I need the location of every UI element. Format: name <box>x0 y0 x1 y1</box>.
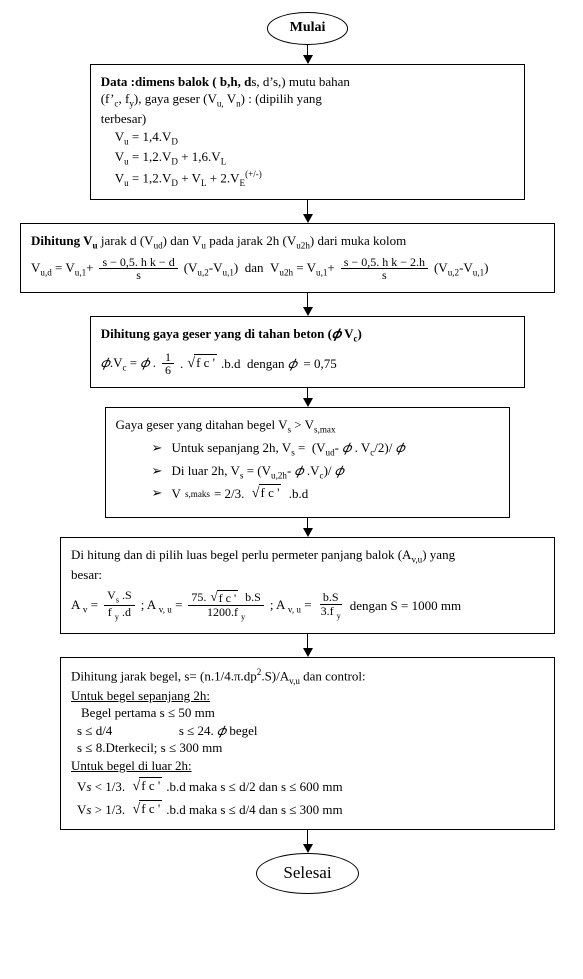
box-vud: Dihitung Vu jarak d (Vud) dan Vu pada ja… <box>20 223 555 293</box>
box1-l3: terbesar) <box>101 110 515 128</box>
box1-bold: Data :dimens balok ( b,h, d <box>101 74 252 89</box>
terminal-end: Selesai <box>256 853 358 894</box>
box6-title: Dihitung jarak begel, s= (n.1/4.π.dp2.S)… <box>71 666 544 687</box>
arrow <box>303 388 313 407</box>
box4-title: Gaya geser yang ditahan begel Vs > Vs,ma… <box>116 416 500 436</box>
terminal-start: Mulai <box>267 12 349 45</box>
box1-eq3: Vu = 1,2.VD + VL + 2.VE(+/-) <box>101 168 515 189</box>
box6-h1: Untuk begel sepanjang 2h: <box>71 687 544 705</box>
box4-item2: ➢ Di luar 2h, Vs = (Vu,2h- 𝜙 .Vc)/ 𝜙 <box>116 462 500 482</box>
box6-h2: Untuk begel di luar 2h: <box>71 757 544 775</box>
box5-t1: Di hitung dan di pilih luas begel perlu … <box>71 546 544 566</box>
box2-eq: Vu,d = Vu,1+ s − 0,5. h k − d s (Vu,2-Vu… <box>31 256 544 282</box>
box-spacing: Dihitung jarak begel, s= (n.1/4.π.dp2.S)… <box>60 657 555 831</box>
box6-l5: Vs > 1/3. f c ' .b.d maka s ≤ d/4 dan s … <box>71 800 544 819</box>
box-data: Data :dimens balok ( b,h, ds, d’s,) mutu… <box>90 64 526 200</box>
box-phi-vc: Dihitung gaya geser yang di tahan beton … <box>90 316 526 388</box>
box1-eq1: Vu = 1,4.VD <box>101 128 515 148</box>
box6-l2: s ≤ d/4 s ≤ 24. 𝜙 begel <box>71 722 544 740</box>
box3-eq: 𝜙.Vc = 𝜙 . 1 6 . f c ' .b.d dengan 𝜙 = 0… <box>101 351 515 377</box>
arrow <box>303 293 313 316</box>
arrow <box>303 200 313 223</box>
arrow <box>303 634 313 657</box>
arrow <box>303 830 313 853</box>
flowchart: Mulai Data :dimens balok ( b,h, ds, d’s,… <box>60 12 555 894</box>
box6-l4: Vs < 1/3. f c ' .b.d maka s ≤ d/2 dan s … <box>71 777 544 796</box>
box4-item1: ➢ Untuk sepanjang 2h, Vs = (Vud- 𝜙 . Vc/… <box>116 439 500 459</box>
box5-t2: besar: <box>71 566 544 584</box>
box-vs: Gaya geser yang ditahan begel Vs > Vs,ma… <box>105 407 511 518</box>
box1-eq2: Vu = 1,2.VD + 1,6.VL <box>101 148 515 168</box>
box3-title: Dihitung gaya geser yang di tahan beton … <box>101 325 515 345</box>
box4-item3: ➢ Vs,maks = 2/3. f c ' .b.d <box>116 484 500 503</box>
arrow <box>303 518 313 537</box>
arrow <box>303 45 313 64</box>
box5-eq: A v = Vs .S f y .d ; A v, u = 75.f c ' b… <box>71 589 544 622</box>
box1-l2: (f’c, fy), gaya geser (Vu, Vn) : (dipili… <box>101 90 515 110</box>
box1-rest: s, d’s,) mutu bahan <box>251 74 350 89</box>
box2-title: Dihitung Vu jarak d (Vud) dan Vu pada ja… <box>31 232 544 252</box>
box-avu: Di hitung dan di pilih luas begel perlu … <box>60 537 555 634</box>
box6-l1: Begel pertama s ≤ 50 mm <box>71 704 544 722</box>
box6-l3: s ≤ 8.Dterkecil; s ≤ 300 mm <box>71 739 544 757</box>
